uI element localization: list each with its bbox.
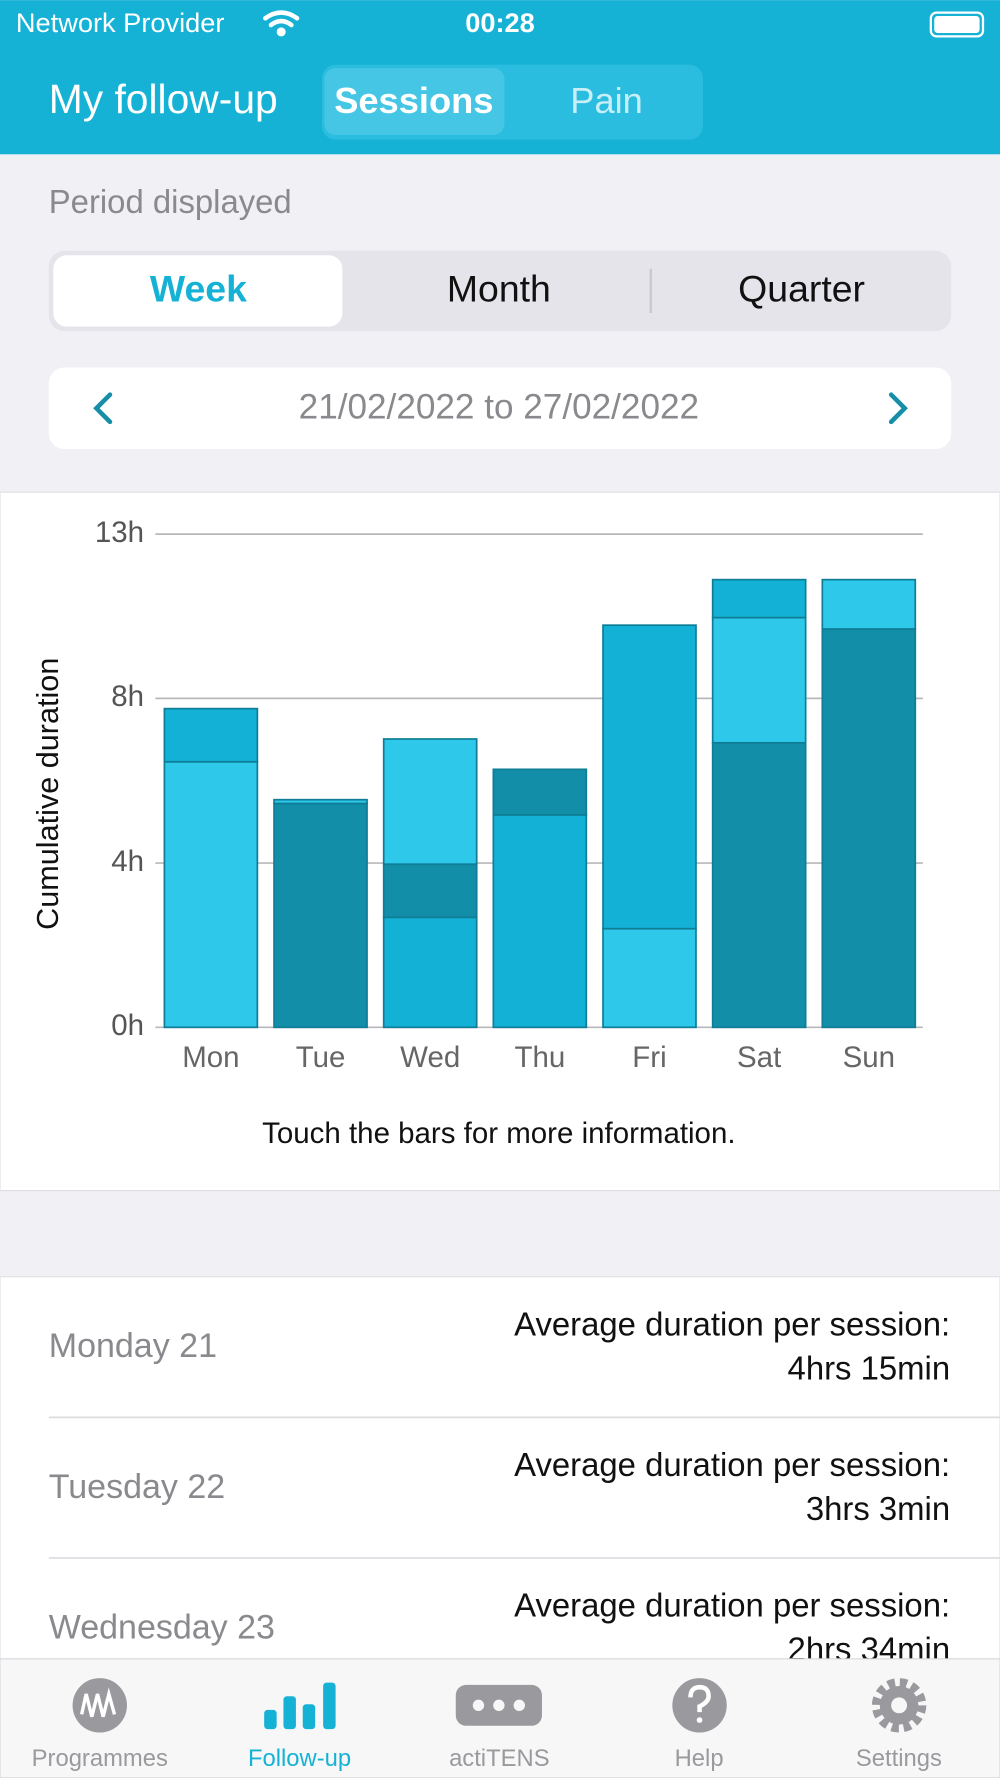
- range-box: [48, 367, 952, 450]
- icon-help-dot: [696, 1717, 703, 1723]
- battery: [929, 11, 985, 38]
- list-day: Monday 21: [49, 1327, 217, 1365]
- bar-segment[interactable]: [382, 863, 478, 919]
- icon-wave: [79, 1687, 117, 1718]
- bar-segment[interactable]: [273, 802, 368, 1029]
- list-value: 3hrs 3min: [806, 1490, 950, 1527]
- option-month[interactable]: Month: [447, 267, 551, 309]
- tab-label[interactable]: actiTENS: [449, 1745, 550, 1772]
- bar-segment[interactable]: [711, 741, 807, 1029]
- chart-note: Touch the bars for more information.: [262, 1117, 735, 1150]
- y-tick-label: 8h: [111, 680, 144, 713]
- bar-segment[interactable]: [492, 768, 588, 816]
- bar-segment[interactable]: [821, 628, 917, 1029]
- next-arrow[interactable]: [888, 392, 908, 425]
- bar-segment[interactable]: [382, 916, 478, 1029]
- clock: 00:28: [465, 7, 535, 38]
- bar-segment[interactable]: [163, 760, 259, 1029]
- bar-segment[interactable]: [273, 798, 368, 805]
- tab-label[interactable]: Programmes: [32, 1745, 168, 1772]
- x-tick-label: Wed: [400, 1041, 460, 1074]
- bar-segment[interactable]: [602, 624, 697, 930]
- tab-pain[interactable]: Pain: [570, 80, 643, 121]
- icon-actitens-dots: [472, 1699, 525, 1711]
- list-day: Tuesday 22: [49, 1468, 225, 1506]
- tab-labels: Programmes Follow-up actiTENS Help Settings: [32, 1745, 942, 1772]
- x-tick-label: Sun: [843, 1041, 895, 1074]
- period-selected[interactable]: [53, 255, 343, 327]
- bar-segment[interactable]: [492, 814, 588, 1029]
- x-tick-label: Sat: [737, 1041, 781, 1074]
- bar-segment[interactable]: [163, 707, 259, 763]
- list-value: 4hrs 15min: [788, 1350, 951, 1387]
- icon-settings-hole: [891, 1697, 908, 1714]
- bar-segment[interactable]: [602, 927, 697, 1029]
- option-week[interactable]: Week: [150, 267, 247, 309]
- header-title: My follow-up: [49, 76, 278, 122]
- wifi-icon: [263, 10, 300, 37]
- x-tick-label: Tue: [296, 1041, 346, 1074]
- bar-segment[interactable]: [821, 578, 917, 630]
- icon-help-mark: [688, 1684, 711, 1713]
- list-label: Average duration per session:: [514, 1446, 950, 1483]
- x-tick-label: Mon: [182, 1041, 239, 1074]
- list-day: Wednesday 23: [49, 1608, 275, 1646]
- list-label: Average duration per session:: [514, 1305, 950, 1342]
- bar-segment[interactable]: [711, 616, 807, 744]
- x-tick-label: Fri: [632, 1041, 666, 1074]
- list-label: Average duration per session:: [514, 1587, 950, 1624]
- bar-segment[interactable]: [711, 578, 807, 619]
- date-range: 21/02/2022 to 27/02/2022: [299, 388, 699, 427]
- y-tick-label: 4h: [111, 845, 144, 878]
- battery-level: [934, 15, 980, 33]
- carrier: Network Provider: [16, 7, 225, 38]
- y-tick-label: 13h: [95, 516, 144, 549]
- icon-settings-teeth: [871, 1678, 927, 1733]
- y-tick-label: 0h: [111, 1009, 144, 1042]
- list: Monday 21 Average duration per session: 4h…: [49, 1305, 1000, 1668]
- period-label: Period displayed: [49, 183, 292, 220]
- prev-arrow[interactable]: [93, 392, 113, 425]
- icon-follow-up: [264, 1682, 336, 1730]
- chart: 0h 4h 8h 13h Mon Tue Wed Thu Fri Sat Sun: [95, 516, 923, 1074]
- bar-segment[interactable]: [382, 738, 478, 866]
- tab-label[interactable]: Follow-up: [248, 1745, 351, 1772]
- tab-label[interactable]: Help: [675, 1745, 724, 1772]
- option-quarter[interactable]: Quarter: [738, 267, 865, 309]
- tab-selected[interactable]: [324, 68, 505, 136]
- x-tick-label: Thu: [514, 1041, 565, 1074]
- tab-sessions[interactable]: Sessions: [334, 80, 493, 121]
- y-axis-label: Cumulative duration: [31, 658, 65, 930]
- tab-label[interactable]: Settings: [856, 1745, 942, 1772]
